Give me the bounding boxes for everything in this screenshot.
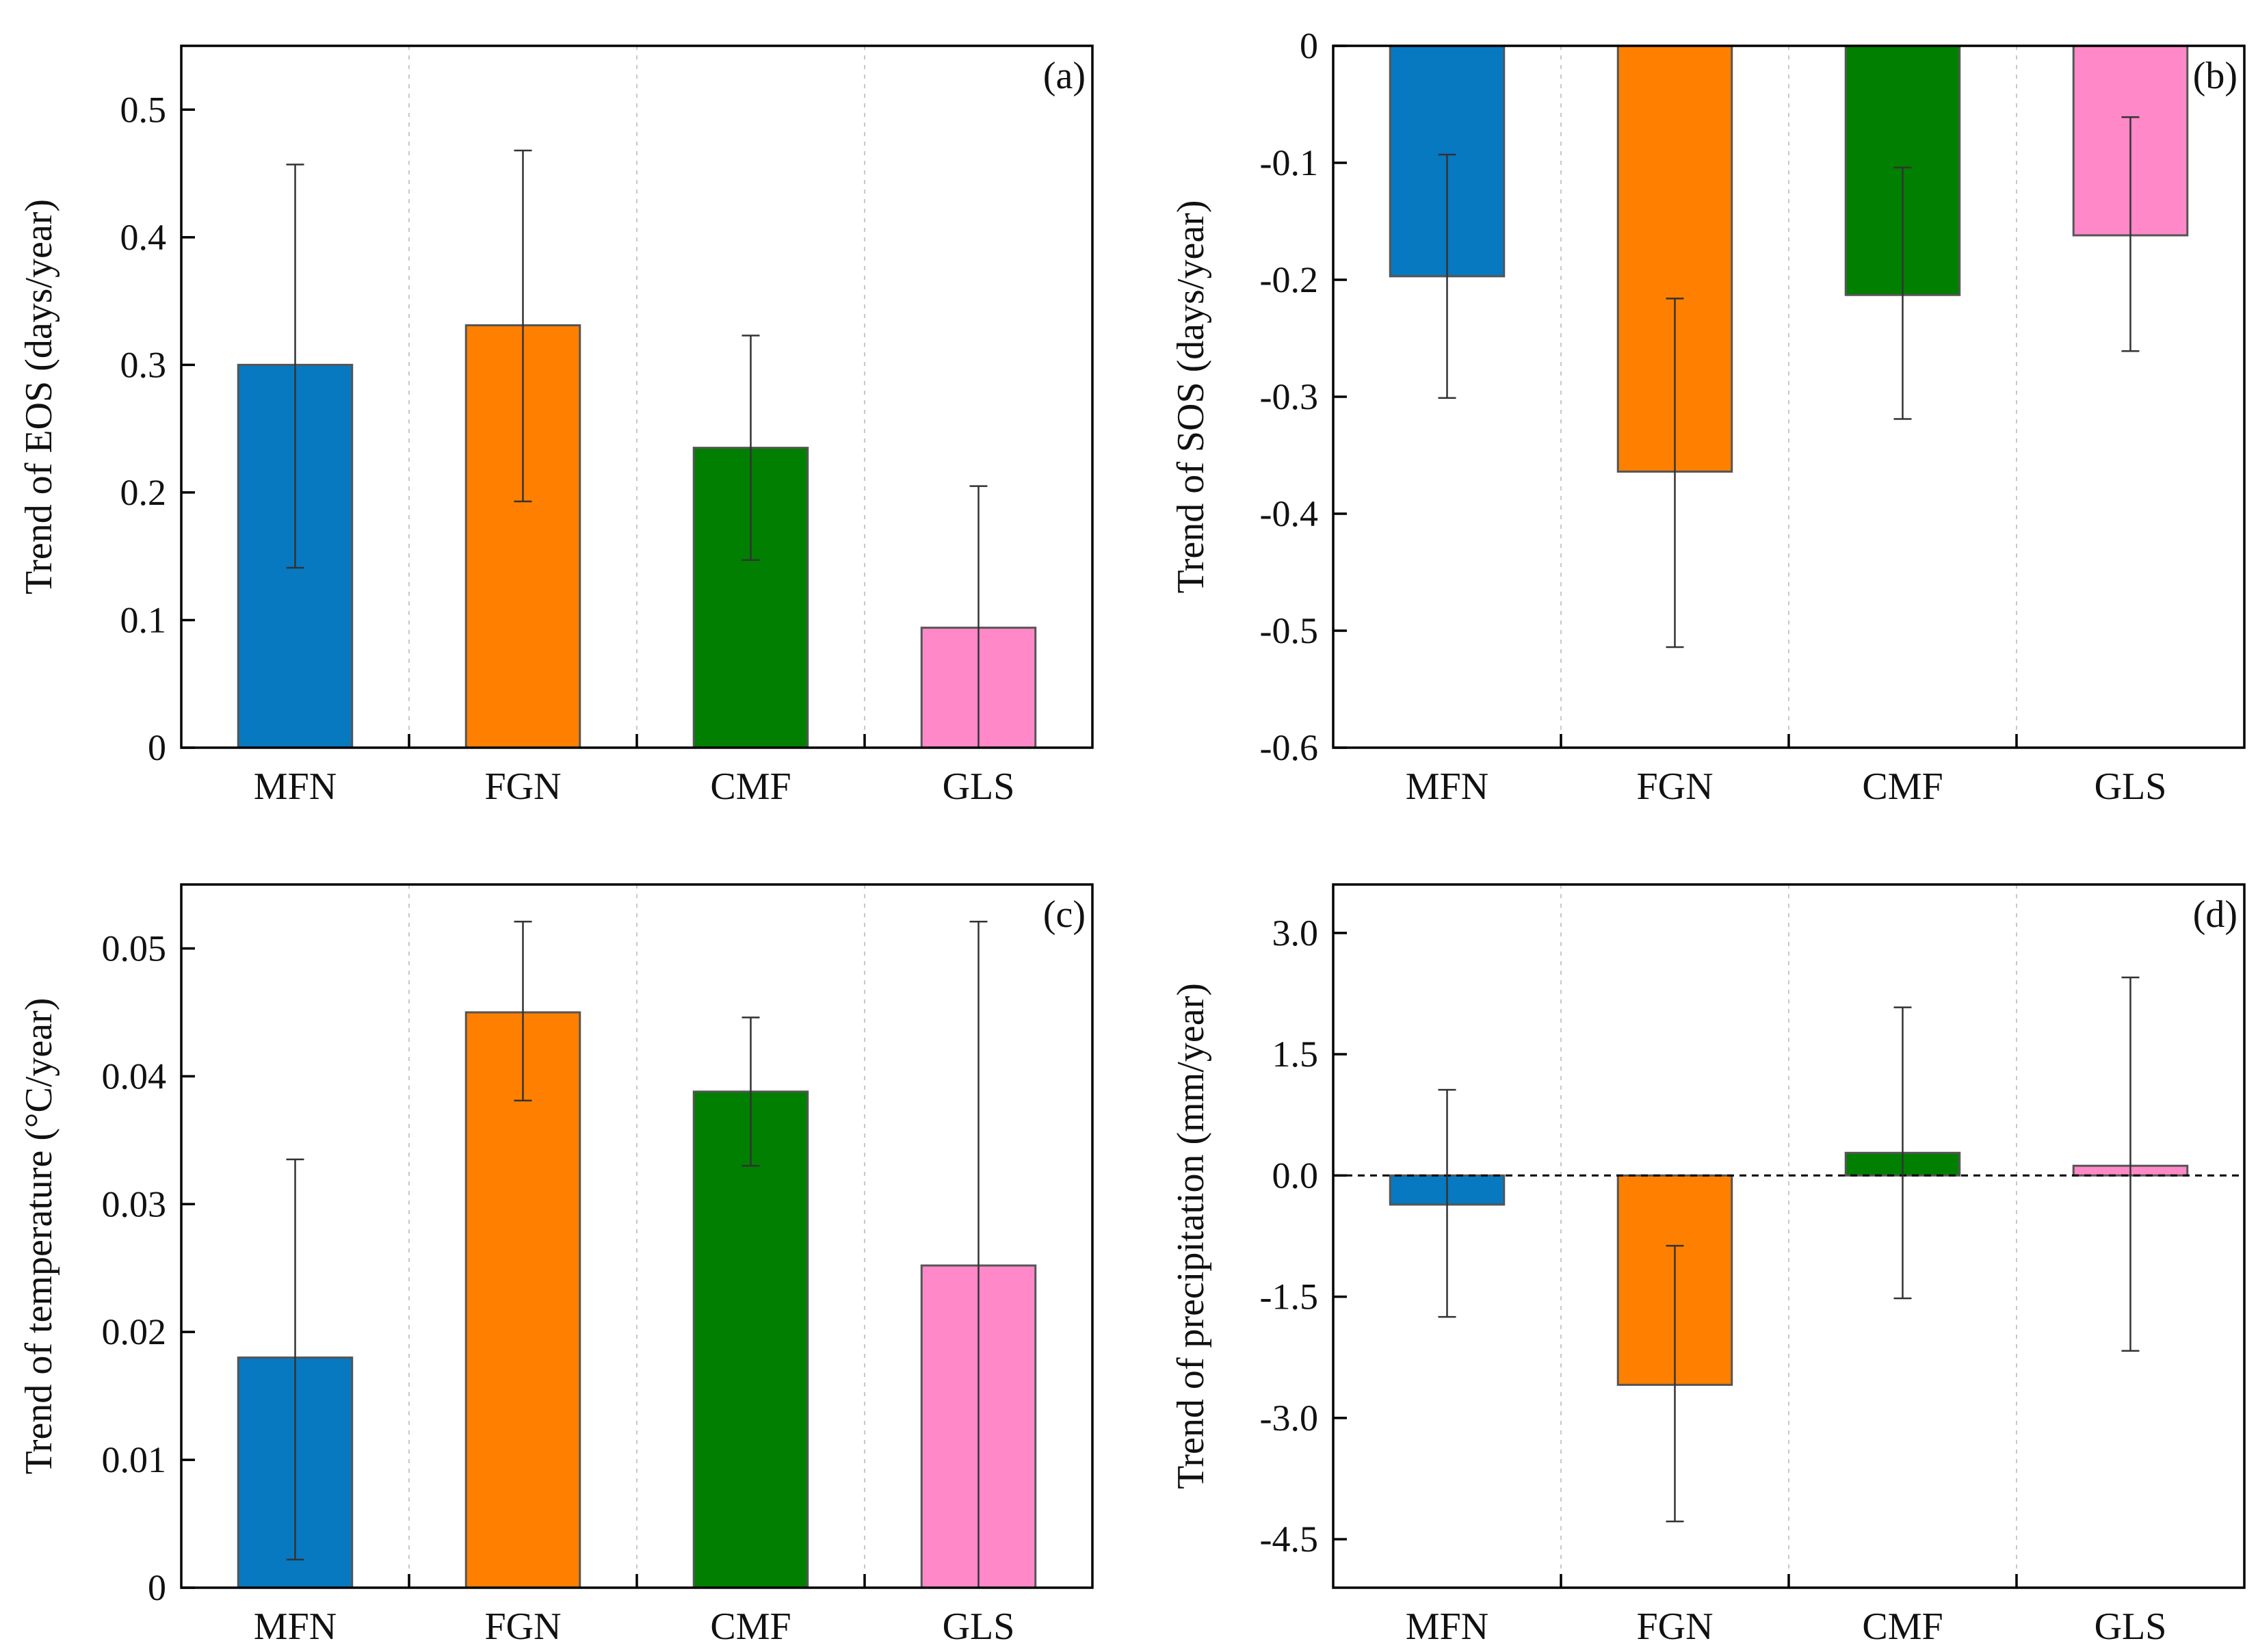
- error-bar-cmf: [741, 1017, 760, 1167]
- x-tick-label-cmf: CMF: [710, 1605, 791, 1648]
- error-bar-fgn: [1666, 298, 1684, 648]
- y-tick-label: 0.0: [1272, 1155, 1319, 1196]
- chart-panel-1: 0 0.1 0.2 0.3 0.4 0.5 MFN FGN CMF GLS Trend of EOS…: [18, 44, 1094, 808]
- y-tick-label: -0.5: [1260, 610, 1318, 651]
- y-axis-title: Trend of precipitation (mm/year): [1170, 983, 1212, 1489]
- x-tick-label-cmf: CMF: [710, 765, 791, 808]
- y-tick-label: -0.3: [1260, 376, 1318, 417]
- y-tick-label: 0.01: [102, 1439, 167, 1480]
- error-bar-cmf: [1893, 166, 1912, 420]
- x-tick-label-gls: GLS: [2095, 765, 2167, 808]
- y-tick-label: 0.03: [102, 1183, 167, 1224]
- x-tick-label-mfn: MFN: [254, 1605, 337, 1648]
- panel-tag: (d): [2193, 893, 2237, 936]
- y-tick-label: -4.5: [1260, 1519, 1318, 1560]
- y-tick-label: 0.2: [120, 472, 167, 513]
- error-bar-fgn: [514, 920, 532, 1102]
- x-tick-label-mfn: MFN: [1406, 1605, 1488, 1648]
- x-tick-label-gls: GLS: [943, 1605, 1015, 1648]
- y-tick-label: 0.1: [120, 599, 167, 640]
- x-tick-label-mfn: MFN: [254, 765, 337, 808]
- chart-panel-4: 3.0 1.5 0.0 -1.5 -3.0 -4.5 MFN FGN CMF GLS Trend o…: [1170, 883, 2246, 1648]
- error-bar-gls: [2121, 116, 2140, 352]
- y-tick-label: -0.2: [1260, 259, 1318, 300]
- error-bar-mfn: [1438, 1088, 1456, 1318]
- bar-cmf: [692, 1090, 809, 1589]
- error-bar-fgn: [1666, 1244, 1684, 1523]
- y-tick-label: 0.4: [120, 217, 167, 258]
- y-tick-label: 3.0: [1272, 913, 1319, 954]
- error-bar-mfn: [286, 1158, 304, 1561]
- chart-panel-3: 0 0.01 0.02 0.03 0.04 0.05 MFN FGN CMF GLS Trend o…: [18, 883, 1094, 1648]
- error-bar-gls: [2121, 976, 2140, 1352]
- y-axis-title: Trend of EOS (days/year): [18, 199, 60, 594]
- x-tick-label-gls: GLS: [2095, 1605, 2167, 1648]
- y-tick-label: 0.02: [102, 1311, 167, 1352]
- y-tick-label: 0.05: [102, 928, 167, 969]
- y-tick-label: -0.6: [1260, 727, 1318, 768]
- y-tick-label: 1.5: [1272, 1034, 1319, 1075]
- x-tick-label-gls: GLS: [943, 765, 1015, 808]
- x-tick-label-fgn: FGN: [484, 765, 561, 808]
- y-tick-label: 0.5: [120, 89, 167, 130]
- error-bar-cmf: [741, 335, 760, 562]
- y-tick-label: -0.1: [1260, 142, 1318, 183]
- chart-panel-2: 0 -0.1 -0.2 -0.3 -0.4 -0.5 -0.6 MFN FGN CMF GLS Tre…: [1170, 25, 2246, 808]
- error-bar-mfn: [1438, 153, 1456, 399]
- y-tick-label: -3.0: [1260, 1398, 1318, 1439]
- y-axis-title: Trend of SOS (days/year): [1170, 200, 1212, 594]
- error-bar-mfn: [286, 163, 304, 569]
- y-tick-label: 0.3: [120, 344, 167, 385]
- error-bar-cmf: [1893, 1006, 1912, 1300]
- panel-tag: (b): [2193, 55, 2237, 97]
- y-axis-title: Trend of temperature (°C/year): [18, 998, 60, 1475]
- y-tick-label: 0.04: [102, 1056, 167, 1097]
- y-tick-label: 0: [148, 727, 166, 768]
- x-tick-label-mfn: MFN: [1406, 765, 1488, 808]
- y-tick-label: -1.5: [1260, 1276, 1318, 1317]
- error-bar-fgn: [514, 149, 532, 503]
- x-tick-label-cmf: CMF: [1862, 765, 1943, 808]
- x-tick-label-cmf: CMF: [1862, 1605, 1943, 1648]
- panel-tag: (a): [1043, 55, 1086, 97]
- x-tick-label-fgn: FGN: [484, 1605, 561, 1648]
- x-tick-label-fgn: FGN: [1636, 1605, 1713, 1648]
- y-tick-label: -0.4: [1260, 493, 1318, 534]
- x-tick-label-fgn: FGN: [1636, 765, 1713, 808]
- panel-tag: (c): [1043, 893, 1086, 936]
- y-tick-label: 0: [148, 1567, 166, 1608]
- y-tick-label: 0: [1300, 25, 1318, 66]
